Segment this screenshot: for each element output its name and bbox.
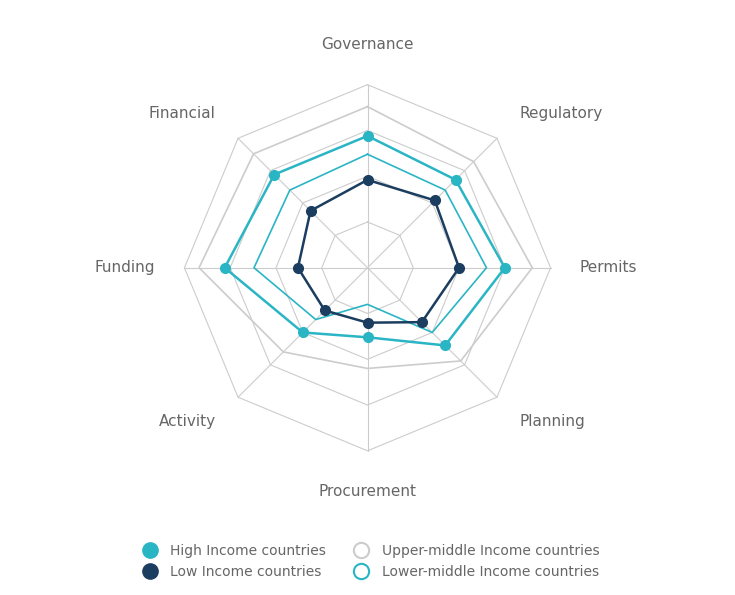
Text: Regulatory: Regulatory	[519, 107, 603, 121]
Text: Financial: Financial	[149, 107, 216, 121]
Text: Governance: Governance	[321, 37, 414, 52]
Text: Procurement: Procurement	[318, 484, 417, 499]
Text: Permits: Permits	[580, 260, 637, 275]
Text: Activity: Activity	[159, 414, 216, 429]
Text: Planning: Planning	[519, 414, 585, 429]
Legend: High Income countries, Low Income countries, Upper-middle Income countries, Lowe: High Income countries, Low Income countr…	[130, 538, 605, 584]
Text: Funding: Funding	[95, 260, 155, 275]
